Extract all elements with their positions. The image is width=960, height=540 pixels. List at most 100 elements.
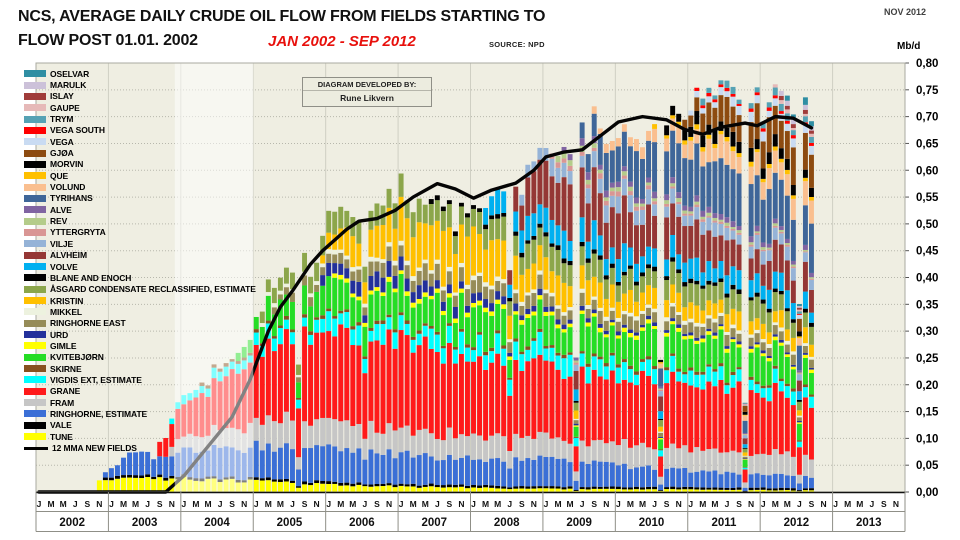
bar-segment [398,240,404,246]
bar-segment [670,130,676,178]
bar-segment [555,328,561,353]
bar-segment [742,467,748,470]
bar-segment [477,334,483,357]
bar-segment [766,250,772,261]
bar-segment [380,483,386,487]
bar-segment [621,275,627,294]
bar-segment [658,368,664,387]
x-month-label: M [844,499,851,509]
bar-segment [778,90,784,96]
bar-segment [724,346,730,349]
legend-color-swatch [24,319,46,327]
bar-segment [591,296,597,300]
bar-segment [386,423,392,450]
bar-segment [495,214,501,219]
bar-segment [790,364,796,367]
bar-segment [772,146,778,151]
bar-segment [615,285,621,302]
bar-segment [664,194,670,201]
bar-segment [555,155,561,163]
x-month-label: S [519,499,525,509]
bar-segment [344,312,350,328]
bar-segment [718,134,724,159]
bar-segment [748,334,754,338]
bar-segment [302,448,308,482]
bar-segment [471,275,476,281]
bar-segment [271,479,277,482]
bar-segment [271,451,277,480]
bar-segment [350,483,356,487]
bar-segment [736,367,742,370]
bar-segment [416,267,422,271]
bar-segment [790,124,796,128]
bar-segment [718,221,724,224]
bar-segment [525,314,531,319]
bar-segment [579,461,585,488]
bar-segment [772,84,778,88]
bar-segment [573,490,579,492]
bar-segment [537,455,543,487]
bar-segment [718,329,724,364]
bar-segment [742,438,748,445]
bar-segment [422,292,428,297]
bar-segment [573,423,579,426]
bar-segment [326,417,332,445]
legend-label: YTTERGRYTA [50,227,106,238]
bar-segment [489,315,495,348]
bar-segment [808,344,814,357]
x-month-label: N [893,499,899,509]
legend-label: MORVIN [50,159,84,170]
bar-segment [555,167,561,183]
bar-segment [320,275,326,286]
bar-segment [754,392,760,455]
bar-segment [368,294,374,328]
bar-segment [344,482,350,486]
bar-segment [356,269,362,282]
bar-segment [495,218,501,240]
bar-segment [121,475,126,478]
bar-segment [374,271,380,288]
bar-segment [416,330,422,334]
bar-segment [398,173,404,197]
bar-segment [326,249,332,254]
bar-segment [597,307,603,311]
bar-segment [796,447,802,475]
bar-segment [615,367,621,384]
bar-segment [742,432,748,434]
y-tick-label: 0,35 [916,299,939,311]
bar-segment [778,487,784,491]
legend-color-swatch [24,251,46,259]
bar-segment [296,364,301,375]
bar-segment [640,272,645,277]
bar-segment [302,317,308,327]
bar-segment [519,274,525,302]
bar-segment [525,292,531,296]
bar-segment [766,401,772,455]
bar-segment [326,311,332,332]
bar-segment [664,217,670,260]
bar-segment [736,226,742,231]
bar-segment [724,87,730,92]
bar-segment [748,352,754,377]
bar-segment [549,158,555,177]
bar-segment [253,417,259,441]
bar-segment [308,276,314,294]
legend-label: VIGDIS EXT, ESTIMATE [50,374,142,385]
bar-segment [332,318,338,337]
bar-segment [802,354,808,358]
bar-segment [525,361,531,436]
bar-segment [555,275,561,306]
bar-segment [380,344,386,434]
bar-segment [483,487,489,492]
bar-segment [712,143,718,149]
bar-segment [646,140,651,178]
bar-segment [127,477,133,492]
bar-segment [585,489,591,492]
bar-segment [549,315,555,346]
bar-segment [748,455,754,475]
bar-segment [802,387,808,398]
bar-segment [712,489,718,492]
bar-segment [670,183,676,187]
bar-segment [169,418,175,425]
bar-segment [440,211,446,231]
